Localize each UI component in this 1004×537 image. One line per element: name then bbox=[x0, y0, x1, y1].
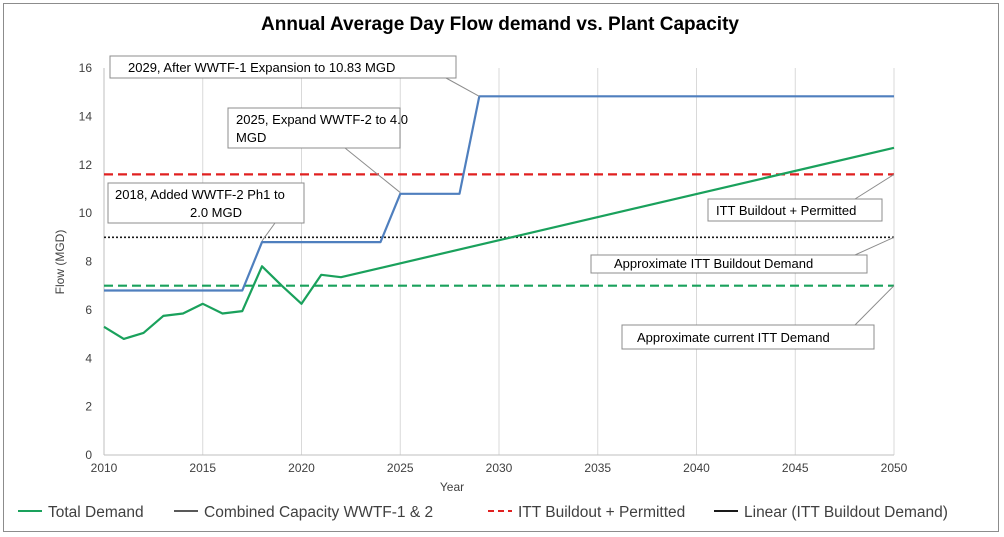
annotations: 2029, After WWTF-1 Expansion to 10.83 MG… bbox=[107, 55, 895, 350]
annotation-box-4 bbox=[707, 198, 883, 222]
y-tick-label-8: 8 bbox=[85, 255, 92, 269]
x-axis-label: Year bbox=[440, 480, 464, 494]
annotation-leader-2 bbox=[344, 147, 401, 193]
x-tick-label-2045: 2045 bbox=[782, 461, 809, 475]
annotation-1: 2029, After WWTF-1 Expansion to 10.83 MG… bbox=[109, 55, 480, 97]
legend-combined-capacity-label: Combined Capacity WWTF-1 & 2 bbox=[204, 504, 433, 521]
y-tick-label-12: 12 bbox=[79, 158, 93, 172]
legend-itt-buildout-permitted-label: ITT Buildout + Permitted bbox=[518, 504, 685, 521]
annotation-text-3-line2: 2.0 MGD bbox=[190, 205, 242, 220]
annotation-text-2: 2025, Expand WWTF-2 to 4.0 bbox=[236, 112, 408, 127]
annotation-box-5 bbox=[590, 254, 868, 274]
legend: Total Demand Combined Capacity WWTF-1 & 2… bbox=[18, 504, 948, 521]
annotation-box-1 bbox=[109, 55, 457, 79]
legend-total-demand-label: Total Demand bbox=[48, 504, 144, 521]
series-total-demand bbox=[103, 146, 895, 340]
x-tick-label-2030: 2030 bbox=[486, 461, 513, 475]
annotation-box-3 bbox=[107, 182, 305, 224]
x-tick-label-2035: 2035 bbox=[584, 461, 611, 475]
annotation-leader-1 bbox=[445, 77, 480, 97]
annotation-2: 2025, Expand WWTF-2 to 4.0 MGD bbox=[227, 107, 408, 193]
y-axis-label: Flow (MGD) bbox=[53, 230, 67, 295]
annotation-leader-5 bbox=[854, 236, 895, 256]
annotation-leader-4 bbox=[854, 174, 895, 200]
x-tick-label-2010: 2010 bbox=[91, 461, 118, 475]
chart-title: Annual Average Day Flow demand vs. Plant… bbox=[261, 14, 739, 35]
y-tick-label-6: 6 bbox=[85, 303, 92, 317]
annotation-text-1: 2029, After WWTF-1 Expansion to 10.83 MG… bbox=[128, 60, 395, 75]
annotation-leader-3 bbox=[261, 222, 276, 242]
y-tick-label-0: 0 bbox=[85, 448, 92, 462]
x-tick-label-2050: 2050 bbox=[881, 461, 908, 475]
y-tick-label-16: 16 bbox=[79, 61, 93, 75]
legend-linear-itt-buildout-demand-label: Linear (ITT Buildout Demand) bbox=[744, 504, 948, 521]
annotation-6: Approximate current ITT Demand bbox=[621, 285, 895, 350]
y-tick-label-10: 10 bbox=[79, 206, 93, 220]
x-tick-label-2020: 2020 bbox=[288, 461, 315, 475]
annotation-box-6 bbox=[621, 324, 875, 350]
annotation-text-5: Approximate ITT Buildout Demand bbox=[614, 256, 813, 271]
x-tick-label-2025: 2025 bbox=[387, 461, 414, 475]
annotation-text-6: Approximate current ITT Demand bbox=[637, 330, 830, 345]
annotation-box-2 bbox=[227, 107, 401, 149]
annotation-text-3: 2018, Added WWTF-2 Ph1 to bbox=[115, 187, 285, 202]
annotation-4: ITT Buildout + Permitted bbox=[707, 174, 895, 222]
y-tick-label-4: 4 bbox=[85, 351, 92, 365]
annotation-3: 2018, Added WWTF-2 Ph1 to 2.0 MGD bbox=[107, 182, 305, 242]
axes: 2010 2015 2020 2025 2030 2035 2040 2045 2050 0 2 4 6… bbox=[79, 61, 908, 475]
series-combined-capacity bbox=[104, 95, 894, 292]
series-layer bbox=[103, 95, 895, 340]
y-tick-label-2: 2 bbox=[85, 400, 92, 414]
y-tick-label-14: 14 bbox=[79, 109, 93, 123]
annotation-text-4: ITT Buildout + Permitted bbox=[716, 203, 856, 218]
annotation-text-2-line2: MGD bbox=[236, 130, 266, 145]
x-tick-label-2015: 2015 bbox=[189, 461, 216, 475]
x-tick-label-2040: 2040 bbox=[683, 461, 710, 475]
annotation-leader-6 bbox=[854, 285, 895, 326]
annotation-5: Approximate ITT Buildout Demand bbox=[590, 236, 895, 274]
